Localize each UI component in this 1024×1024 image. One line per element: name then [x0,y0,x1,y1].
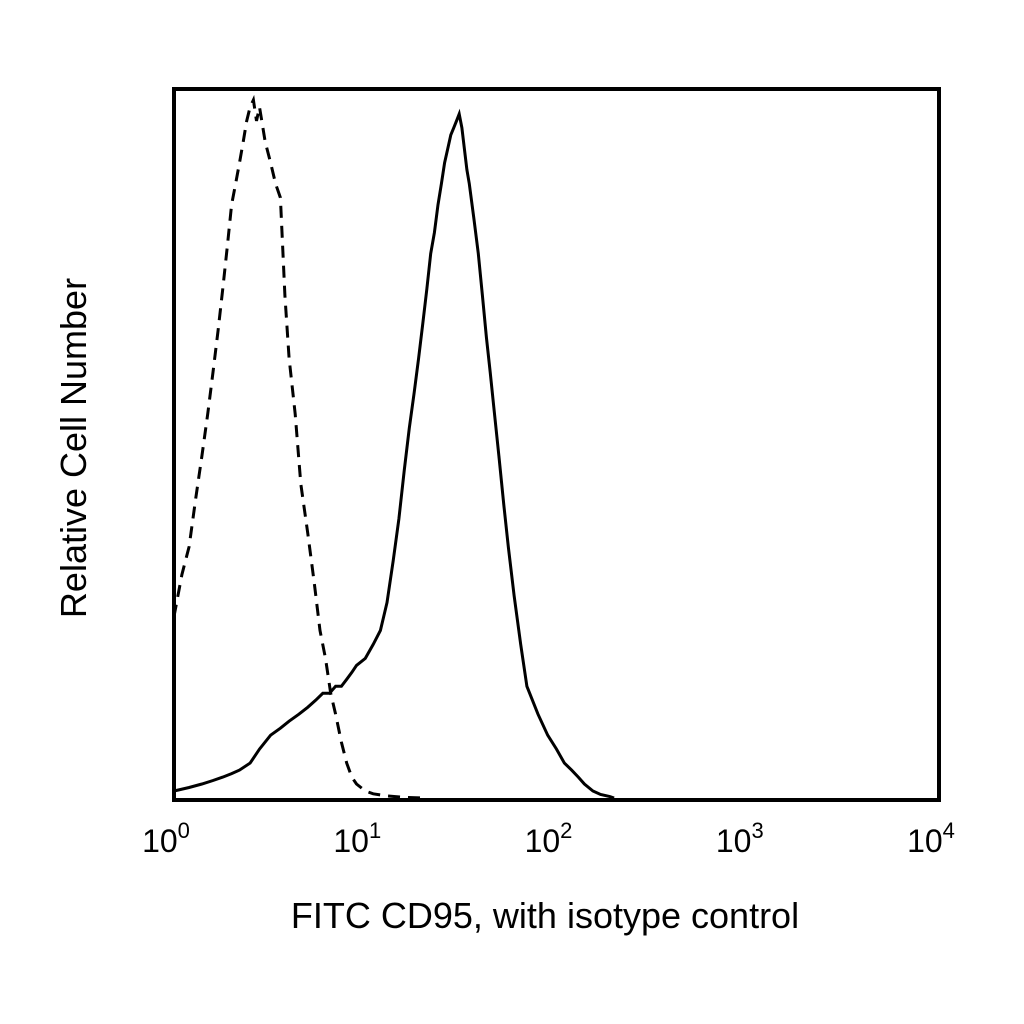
fitc-cd95-histogram-line [173,108,615,800]
x-tick-label: 104 [907,818,955,859]
x-tick-label: 103 [716,818,764,859]
plot-frame [172,87,941,802]
x-axis-label: FITC CD95, with isotype control [291,895,799,936]
plot-area [172,94,615,800]
x-tick-label: 100 [142,818,190,859]
x-tick-label: 101 [333,818,381,859]
y-axis-label: Relative Cell Number [53,278,94,618]
isotype-control-histogram-line [172,94,423,800]
x-tick-labels: 100 101 102 103 104 [142,818,955,859]
x-tick-label: 102 [525,818,573,859]
